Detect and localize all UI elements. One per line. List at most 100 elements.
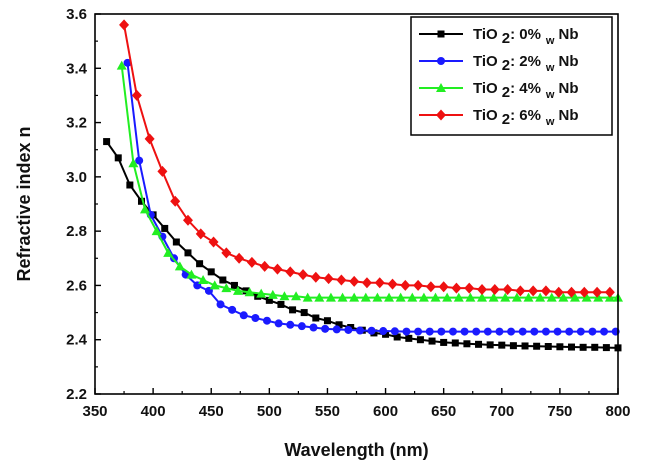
data-point (182, 214, 193, 226)
x-axis-title: Wavelength (nm) (284, 440, 428, 460)
data-point (436, 109, 446, 121)
data-point (123, 58, 132, 67)
data-point (540, 285, 551, 297)
legend-label: TiO 2: 0% w Nb (473, 26, 578, 47)
data-point (407, 292, 418, 302)
data-point (314, 292, 325, 302)
data-point (174, 261, 185, 271)
data-point (230, 281, 238, 289)
data-point (139, 204, 150, 214)
x-tick-label: 700 (489, 403, 514, 420)
data-point (495, 327, 504, 336)
data-point (416, 336, 424, 344)
series-group (119, 19, 615, 298)
data-point (438, 281, 449, 293)
legend-label: TiO 2: 6% w Nb (473, 107, 578, 128)
plot-marks (103, 19, 623, 352)
data-point (382, 330, 390, 338)
data-point (312, 314, 320, 322)
data-point (208, 236, 219, 248)
x-tick-label: 800 (605, 403, 630, 420)
data-point (323, 317, 331, 325)
data-point (263, 316, 272, 325)
data-point (405, 334, 413, 342)
data-point (515, 285, 526, 297)
y-tick-label: 3.6 (66, 6, 87, 23)
data-point (414, 327, 423, 336)
data-point (535, 292, 546, 302)
data-point (400, 279, 411, 291)
data-point (533, 342, 541, 350)
data-point (384, 292, 395, 302)
data-point (228, 305, 237, 314)
data-point (581, 292, 592, 302)
data-point (103, 138, 111, 146)
data-point (604, 286, 615, 298)
data-point (361, 277, 372, 289)
data-point (521, 342, 529, 350)
y-tick-label: 2.6 (66, 277, 87, 294)
data-point (259, 260, 270, 272)
data-point (144, 133, 155, 145)
data-point (195, 228, 206, 240)
data-point (310, 271, 321, 283)
data-point (568, 343, 576, 351)
data-point (379, 327, 388, 336)
data-point (579, 286, 590, 298)
data-point (300, 309, 308, 317)
y-tick-label: 2.8 (66, 223, 87, 240)
series-group (103, 138, 622, 352)
data-point (367, 326, 376, 335)
data-point (291, 291, 302, 301)
data-point (349, 292, 360, 302)
y-tick-label: 3.2 (66, 115, 87, 132)
data-point (344, 325, 353, 334)
data-point (251, 314, 260, 322)
data-point (425, 327, 434, 336)
data-point (186, 269, 197, 279)
data-point (279, 291, 290, 301)
data-point (137, 197, 145, 205)
data-point (428, 337, 436, 345)
x-tick-label: 350 (82, 403, 107, 420)
y-axis-title: Refractive index n (14, 126, 34, 281)
series-group (123, 58, 620, 336)
data-point (418, 292, 429, 302)
data-point (558, 292, 569, 302)
x-tick-label: 400 (141, 403, 166, 420)
data-point (274, 319, 283, 328)
data-point (323, 273, 334, 285)
data-point (387, 278, 398, 290)
data-point (523, 292, 534, 302)
data-point (437, 57, 445, 65)
data-point (265, 296, 273, 304)
data-point (126, 181, 134, 189)
legend-label: TiO 2: 4% w Nb (473, 80, 578, 101)
data-point (591, 343, 599, 351)
data-point (360, 292, 371, 302)
data-point (451, 282, 462, 294)
legend-label: TiO 2: 2% w Nb (473, 53, 578, 74)
data-point (579, 343, 587, 351)
data-point (588, 327, 597, 336)
data-point (556, 343, 564, 351)
data-point (528, 285, 539, 297)
data-point (209, 280, 220, 290)
data-point (216, 300, 225, 309)
series-group (116, 60, 623, 302)
x-tick-label: 750 (547, 403, 572, 420)
y-tick-label: 2.2 (66, 386, 87, 403)
data-point (335, 321, 343, 329)
y-tick-label: 3.0 (66, 169, 87, 186)
data-point (336, 274, 347, 286)
data-point (286, 320, 295, 329)
data-point (511, 292, 522, 302)
data-point (488, 292, 499, 302)
data-point (244, 287, 255, 297)
data-point (483, 327, 492, 336)
data-point (437, 327, 446, 336)
x-tick-label: 500 (257, 403, 282, 420)
data-point (302, 292, 313, 302)
data-point (600, 327, 609, 336)
